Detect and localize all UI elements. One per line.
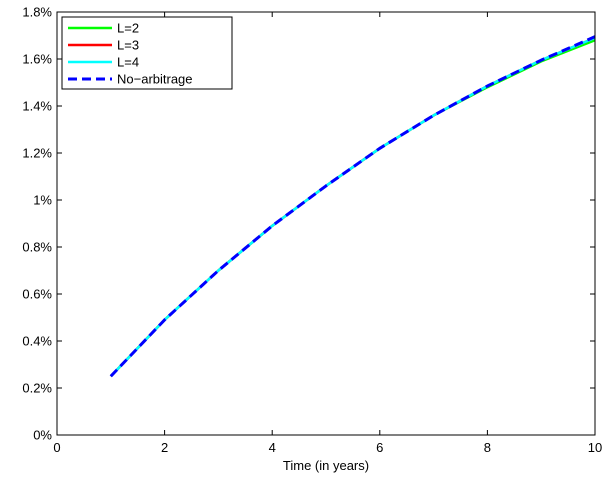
y-tick-label: 0.4% bbox=[22, 334, 52, 349]
y-tick-label: 0% bbox=[33, 428, 52, 443]
y-tick-label: 1.2% bbox=[22, 146, 52, 161]
y-tick-label: 1.6% bbox=[22, 52, 52, 67]
legend-label-4: No−arbitrage bbox=[117, 72, 193, 87]
x-tick-label: 0 bbox=[53, 440, 60, 455]
y-tick-label: 0.2% bbox=[22, 381, 52, 396]
x-tick-label: 8 bbox=[484, 440, 491, 455]
x-axis-label: Time (in years) bbox=[283, 458, 369, 473]
y-tick-label: 1% bbox=[33, 193, 52, 208]
y-axis: 0% 0.2% 0.4% 0.6% 0.8% 1% 1.2% 1.4% 1.6% 1.8% bbox=[22, 5, 595, 443]
x-tick-label: 10 bbox=[588, 440, 602, 455]
y-tick-label: 0.6% bbox=[22, 287, 52, 302]
y-tick-label: 1.4% bbox=[22, 99, 52, 114]
x-tick-label: 6 bbox=[376, 440, 383, 455]
series-layer bbox=[109, 35, 596, 378]
series-line-4 bbox=[109, 35, 596, 378]
legend-label-3: L=4 bbox=[117, 55, 139, 70]
x-tick-label: 4 bbox=[269, 440, 276, 455]
plot-frame bbox=[56, 11, 596, 436]
y-tick-label: 1.8% bbox=[22, 5, 52, 20]
legend: L=2 L=3 L=4 No−arbitrage bbox=[61, 16, 233, 90]
x-axis: 0 2 4 6 8 10 bbox=[53, 12, 602, 455]
y-tick-label: 0.8% bbox=[22, 240, 52, 255]
x-tick-label: 2 bbox=[161, 440, 168, 455]
legend-label-2: L=3 bbox=[117, 38, 139, 53]
legend-label-1: L=2 bbox=[117, 21, 139, 36]
